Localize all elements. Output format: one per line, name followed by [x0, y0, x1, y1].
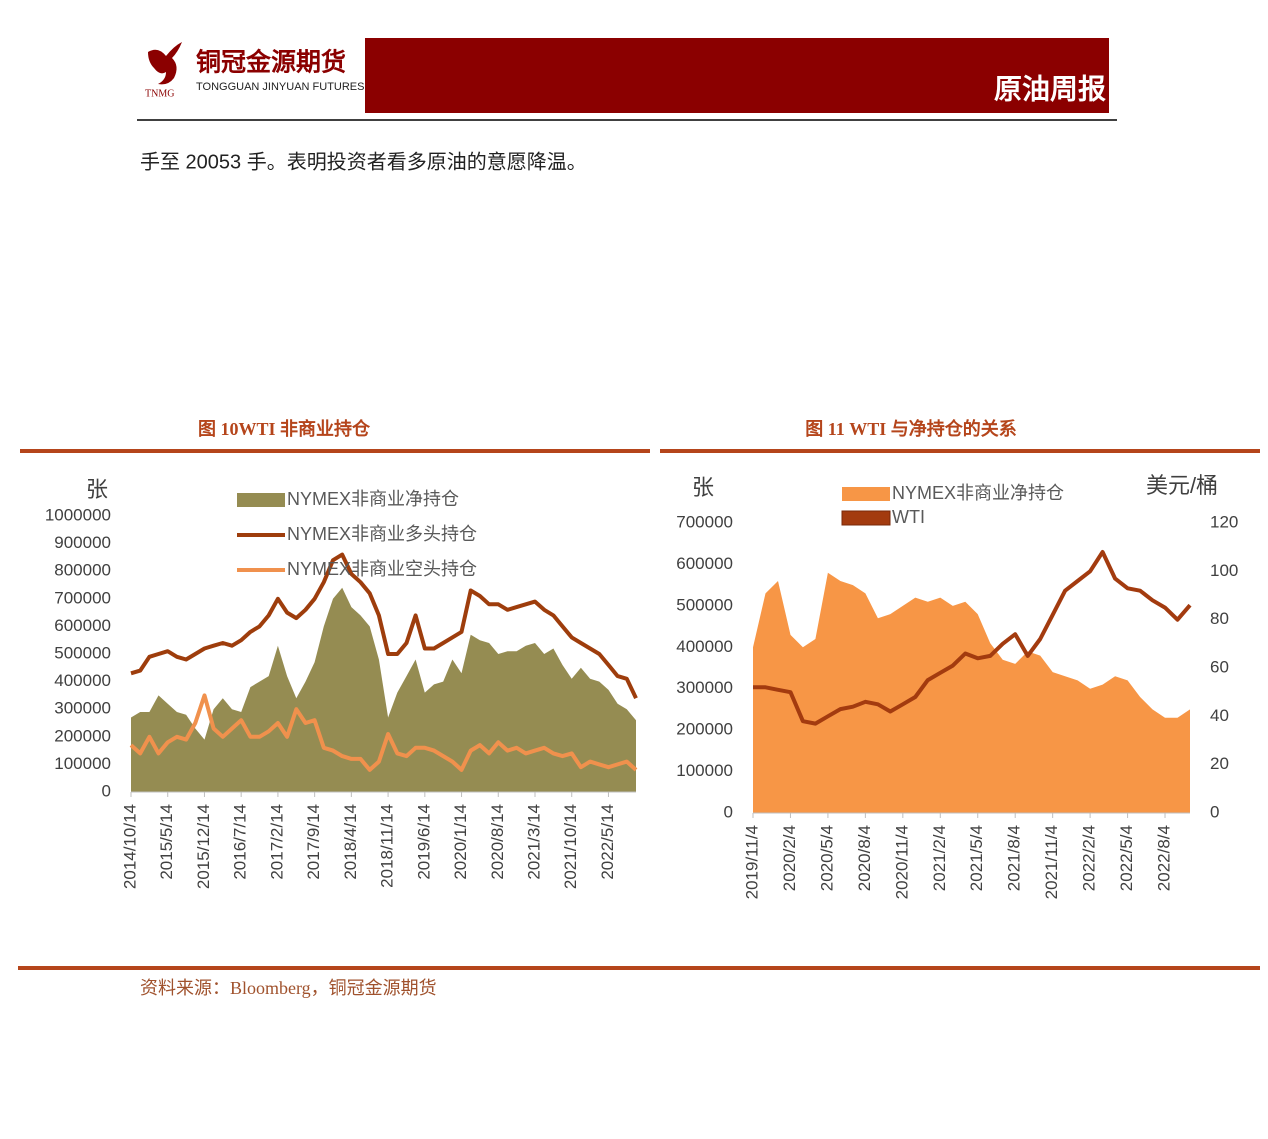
y2-tick-label: 20: [1210, 754, 1229, 773]
x-tick-label: 2022/5/14: [598, 804, 617, 880]
y-axis-label: 张: [692, 475, 714, 500]
line: [130, 552, 638, 700]
x-tick-label: 2014/10/14: [120, 804, 139, 889]
y-tick-label: 200000: [676, 720, 733, 739]
x-tick-label: 2021/10/14: [561, 804, 580, 889]
legend-label: NYMEX非商业净持仓: [892, 483, 1064, 503]
y2-tick-label: 0: [1210, 802, 1219, 821]
y-tick-label: 700000: [54, 588, 111, 607]
x-tick-label: 2017/2/14: [267, 804, 286, 880]
legend-label: NYMEX非商业净持仓: [287, 489, 459, 509]
y-tick-label: 200000: [54, 726, 111, 745]
y2-tick-label: 60: [1210, 657, 1229, 676]
x-tick-label: 2018/4/14: [341, 804, 360, 880]
legend-label: WTI: [892, 507, 925, 527]
y-axis-label: 张: [86, 477, 108, 502]
logo-cn: 铜冠金源期货: [196, 48, 346, 77]
y-tick-label: 400000: [676, 637, 733, 656]
y-tick-label: 1000000: [45, 505, 111, 524]
y-tick-label: 500000: [54, 643, 111, 662]
legend-swatch: [842, 487, 890, 501]
y-tick-label: 0: [102, 781, 111, 800]
y-tick-label: 800000: [54, 561, 111, 580]
y-tick-label: 300000: [676, 678, 733, 697]
y-tick-label: 700000: [676, 512, 733, 531]
y-tick-label: 0: [724, 802, 733, 821]
y2-tick-label: 100: [1210, 561, 1238, 580]
line: [129, 693, 638, 772]
x-tick-label: 2017/9/14: [304, 804, 323, 880]
x-tick-label: 2015/5/14: [157, 804, 176, 880]
logo-icon: [148, 42, 182, 85]
y-tick-label: 100000: [54, 754, 111, 773]
body-text: 手至 20053 手。表明投资者看多原油的意愿降温。: [140, 150, 587, 173]
x-tick-label: 2020/8/4: [855, 825, 874, 891]
y-tick-label: 600000: [676, 554, 733, 573]
chart-title: 图 10WTI 非商业持仓: [198, 418, 371, 439]
logo-en: TONGGUAN JINYUAN FUTURES: [196, 81, 364, 93]
y-tick-label: 400000: [54, 671, 111, 690]
x-tick-label: 2018/11/14: [378, 804, 397, 888]
x-tick-label: 2019/6/14: [414, 804, 433, 880]
x-tick-label: 2015/12/14: [194, 804, 213, 889]
header-bar: [365, 38, 1109, 113]
x-tick-label: 2019/11/4: [742, 825, 761, 899]
x-tick-label: 2020/2/4: [780, 825, 799, 891]
x-tick-label: 2020/11/4: [892, 825, 911, 899]
legend-swatch: [841, 510, 891, 526]
x-tick-label: 2020/8/14: [488, 804, 507, 880]
y-tick-label: 900000: [54, 533, 111, 552]
legend-swatch: [237, 493, 285, 507]
x-tick-label: 2016/7/14: [231, 804, 250, 880]
logo-abbr: TNMG: [145, 88, 174, 99]
x-tick-label: 2022/2/4: [1080, 825, 1099, 891]
x-tick-label: 2021/8/4: [1005, 825, 1024, 891]
x-tick-label: 2022/5/4: [1117, 825, 1136, 891]
y-tick-label: 600000: [54, 616, 111, 635]
y2-tick-label: 80: [1210, 609, 1229, 628]
y2-tick-label: 40: [1210, 706, 1229, 725]
y2-axis-label: 美元/桶: [1146, 473, 1218, 498]
chart-title: 图 11 WTI 与净持仓的关系: [805, 418, 1017, 439]
x-tick-label: 2021/11/4: [1042, 825, 1061, 899]
legend-label: NYMEX非商业空头持仓: [287, 559, 477, 579]
y-tick-label: 100000: [676, 761, 733, 780]
y-tick-label: 300000: [54, 699, 111, 718]
y-tick-label: 500000: [676, 595, 733, 614]
source: 资料来源：Bloomberg，铜冠金源期货: [140, 978, 437, 998]
y2-tick-label: 120: [1210, 512, 1238, 531]
x-tick-label: 2021/3/14: [524, 804, 543, 880]
area: [753, 572, 1190, 813]
report-title: 原油周报: [994, 73, 1106, 104]
x-tick-label: 2020/5/4: [817, 825, 836, 891]
x-tick-label: 2020/1/14: [451, 804, 470, 880]
x-tick-label: 2021/5/4: [967, 825, 986, 891]
legend-label: NYMEX非商业多头持仓: [287, 524, 477, 544]
x-tick-label: 2022/8/4: [1155, 825, 1174, 891]
x-tick-label: 2021/2/4: [930, 825, 949, 891]
line: [753, 550, 1192, 726]
area: [131, 587, 636, 792]
